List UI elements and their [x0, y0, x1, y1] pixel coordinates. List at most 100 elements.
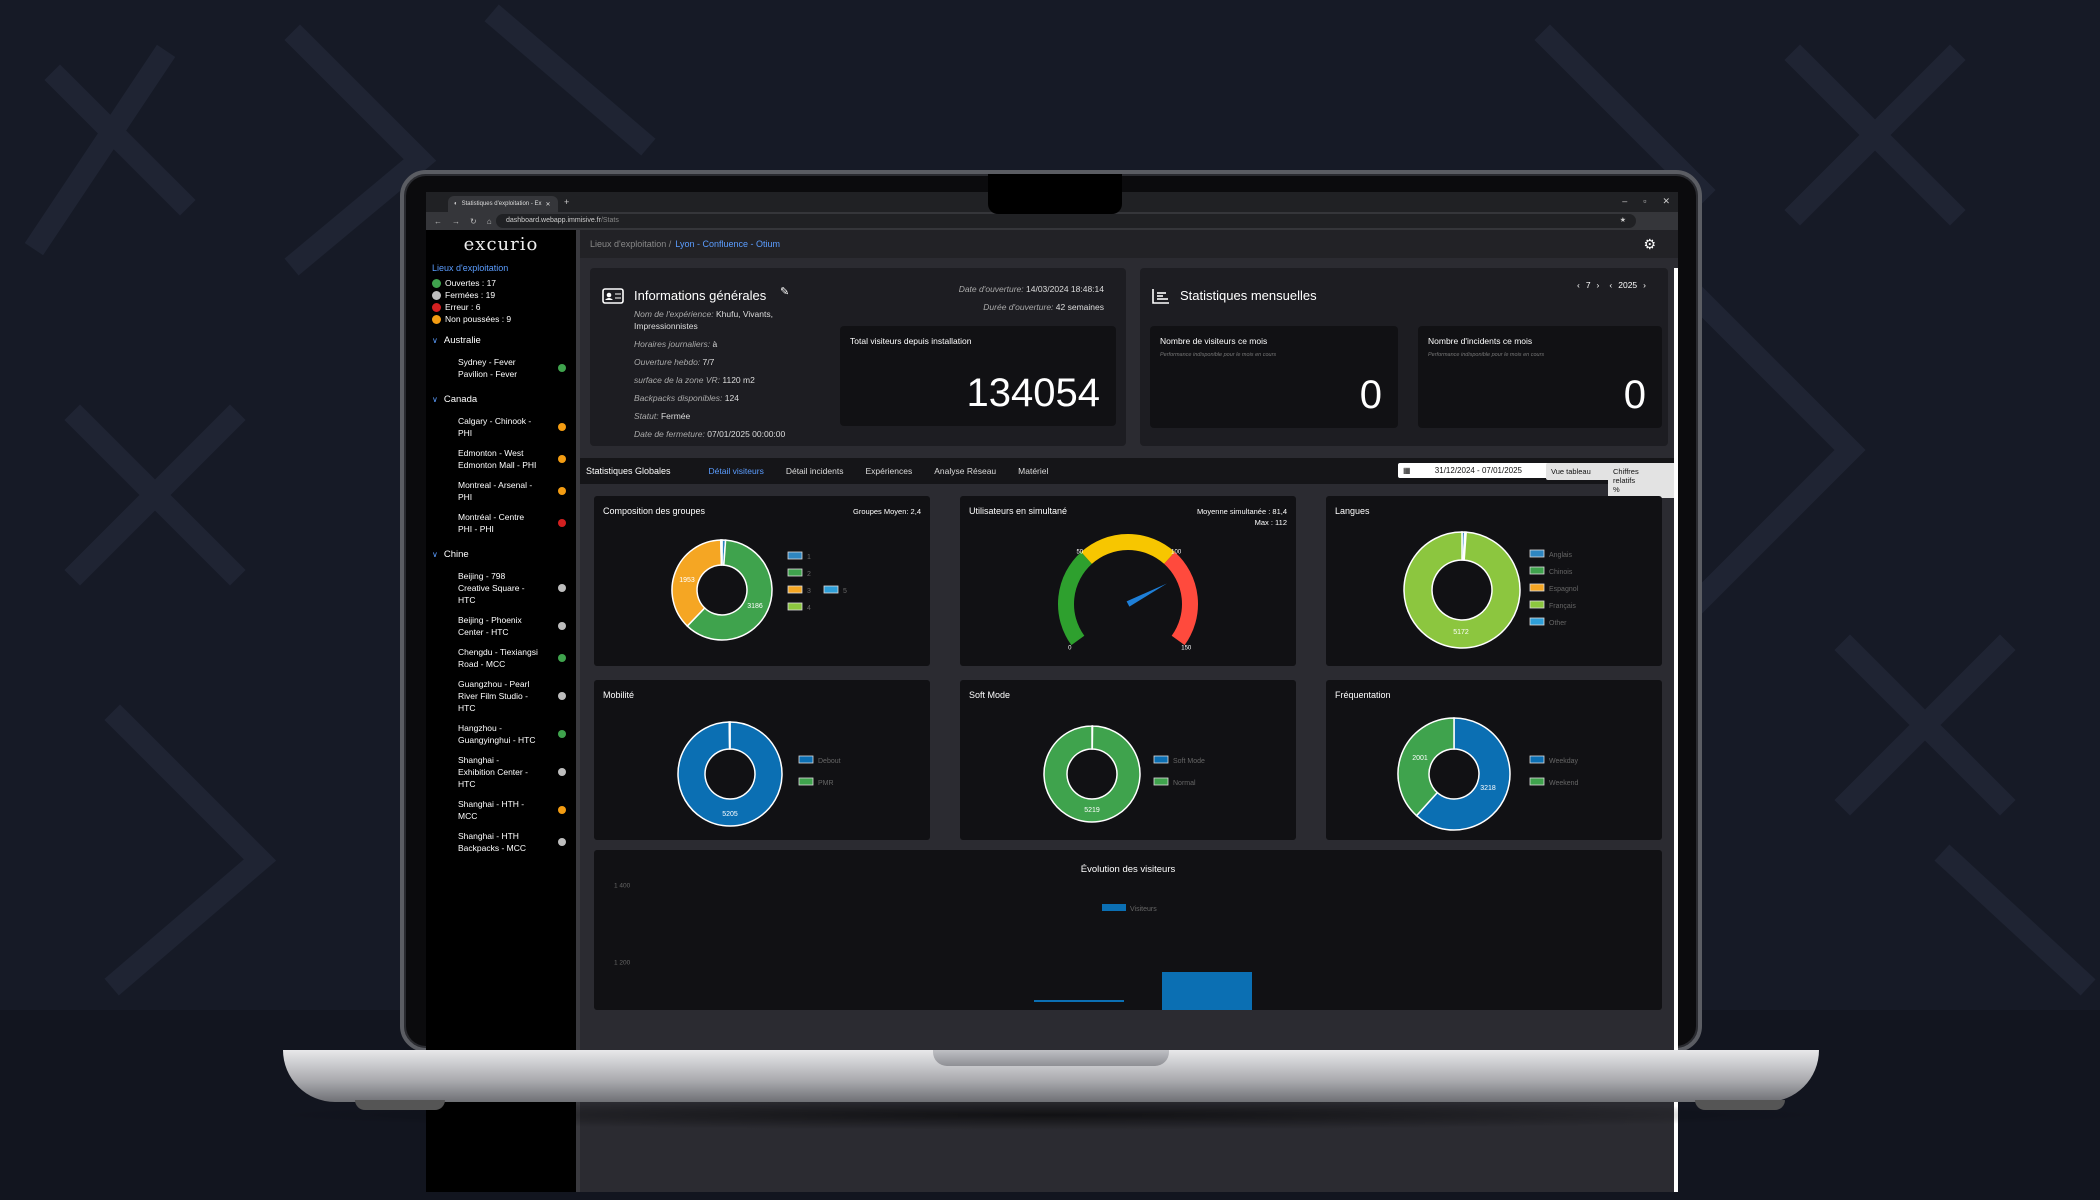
legend-swatch[interactable] [787, 551, 803, 560]
site-item[interactable]: Guangzhou - Pearl River Film Studio - HT… [426, 674, 576, 718]
legend-label[interactable]: Weekday [1549, 758, 1579, 765]
new-tab-icon[interactable]: + [564, 197, 570, 207]
site-item[interactable]: Beijing - Phoenix Center - HTC [426, 610, 576, 642]
month-prev-icon[interactable]: ‹ [1576, 280, 1580, 290]
legend-swatch[interactable] [1529, 566, 1545, 575]
slice-4[interactable] [720, 539, 723, 566]
slice-Weekday[interactable] [1415, 717, 1511, 831]
site-item[interactable]: Calgary - Chinook - PHI [426, 411, 576, 443]
chevron-down-icon: ∨ [432, 336, 438, 345]
legend-swatch[interactable] [1529, 583, 1545, 592]
settings-gear-icon[interactable]: ⚙ [1643, 236, 1656, 252]
legend-swatch[interactable] [1529, 617, 1545, 626]
site-item[interactable]: Beijing - 798 Creative Square - HTC [426, 566, 576, 610]
country-group[interactable]: ∨ Canada [432, 394, 576, 405]
legend-swatch[interactable] [1529, 777, 1545, 786]
site-status-dot-icon [558, 806, 566, 814]
tab-mat-riel[interactable]: Matériel [1018, 466, 1049, 476]
tab-d-tail-incidents[interactable]: Détail incidents [785, 466, 844, 476]
legend-label[interactable]: 2 [807, 571, 811, 578]
year-next-icon[interactable]: › [1643, 280, 1646, 290]
bar-visiteurs[interactable] [1034, 1000, 1124, 1002]
legend-swatch[interactable] [1529, 755, 1545, 764]
legend-label[interactable]: 4 [807, 605, 811, 612]
legend-label[interactable]: PMR [818, 780, 834, 787]
browser-tab[interactable]: ◐ Statistiques d'exploitation - Ex ✕ [448, 196, 558, 212]
main-scrollbar[interactable] [1674, 268, 1678, 1192]
legend-label[interactable]: Weekend [1549, 780, 1579, 787]
country-group[interactable]: ∨ Chine [432, 549, 576, 560]
tab-d-tail-visiteurs[interactable]: Détail visiteurs [708, 466, 764, 476]
site-item[interactable]: Shanghai - HTH - MCC [426, 794, 576, 826]
back-icon[interactable]: ← [434, 216, 442, 226]
legend-label[interactable]: Visiteurs [1130, 906, 1157, 913]
slice-2[interactable] [686, 539, 773, 641]
legend-swatch[interactable] [1153, 777, 1169, 786]
legend-swatch[interactable] [1529, 600, 1545, 609]
legend-label[interactable]: 1 [807, 554, 811, 561]
address-bar[interactable]: dashboard.webapp.immisive.fr/Stats ★ [496, 214, 1636, 228]
site-item[interactable]: Montreal - Arsenal - PHI [426, 475, 576, 507]
relative-figures-button[interactable]: Chiffres relatifs % [1608, 463, 1678, 498]
year-prev-icon[interactable]: ‹ [1609, 280, 1613, 290]
site-item[interactable]: Shanghai - HTH Backpacks - MCC [426, 826, 576, 858]
legend-swatch[interactable] [787, 602, 803, 611]
info-field-label: surface de la zone VR: [634, 375, 720, 385]
tab-analyse-r-seau[interactable]: Analyse Réseau [934, 466, 997, 476]
tab-close-icon[interactable]: ✕ [545, 201, 551, 208]
home-icon[interactable]: ⌂ [486, 216, 492, 226]
site-item[interactable]: Edmonton - West Edmonton Mall - PHI [426, 443, 576, 475]
month-next-icon[interactable]: › [1596, 280, 1600, 290]
bar-visiteurs[interactable] [1162, 972, 1252, 1010]
legend-label[interactable]: 5 [843, 588, 847, 595]
legend-swatch[interactable] [1529, 549, 1545, 558]
slice-Normal[interactable] [1043, 725, 1141, 823]
status-legend-item: Non poussées : 9 [432, 313, 576, 325]
minimize-icon[interactable]: – [1622, 196, 1628, 206]
close-window-icon[interactable]: ✕ [1662, 196, 1670, 206]
legend-swatch[interactable] [787, 568, 803, 577]
site-item[interactable]: Shanghai - Exhibition Center - HTC [426, 750, 576, 794]
legend-swatch[interactable] [823, 585, 839, 594]
edit-icon[interactable]: ✎ [780, 286, 790, 298]
camera-notch [988, 174, 1122, 214]
country-group[interactable]: ∨ Australie [432, 335, 576, 346]
sidebar-section-title[interactable]: Lieux d'exploitation [432, 263, 509, 273]
reload-icon[interactable]: ↻ [470, 216, 477, 226]
legend-label[interactable]: Espagnol [1549, 586, 1579, 593]
sidebar-scrollbar[interactable] [576, 230, 580, 1192]
site-item[interactable]: Montréal - Centre PHI - PHI [426, 507, 576, 539]
screen: ◐ Statistiques d'exploitation - Ex ✕ + –… [426, 192, 1678, 1192]
legend-label[interactable]: Soft Mode [1173, 758, 1205, 765]
legend-label[interactable]: Debout [818, 758, 841, 765]
breadcrumb-root[interactable]: Lieux d'exploitation / [590, 239, 672, 249]
panel-groups-note: Groupes Moyen: 2,4 [853, 507, 921, 516]
legend-label[interactable]: Normal [1173, 780, 1196, 787]
site-item[interactable]: Sydney - Fever Pavilion - Fever [426, 352, 576, 384]
legend-swatch[interactable] [798, 777, 814, 786]
legend-label[interactable]: Français [1549, 603, 1576, 610]
legend-swatch[interactable] [798, 755, 814, 764]
legend-swatch[interactable] [787, 585, 803, 594]
site-item[interactable]: Hangzhou - Guangyinghui - HTC [426, 718, 576, 750]
slice-PMR[interactable] [728, 721, 731, 750]
forward-icon[interactable]: → [452, 216, 460, 226]
legend-label[interactable]: 3 [807, 588, 811, 595]
maximize-icon[interactable]: ▫ [1643, 196, 1647, 206]
slice-3[interactable] [671, 539, 723, 628]
site-status-dot-icon [558, 519, 566, 527]
opening-info: Date d'ouverture: 14/03/2024 18:48:14 Du… [959, 280, 1104, 316]
gauge-tick-label: 150 [1181, 645, 1192, 651]
legend-swatch[interactable] [1102, 904, 1126, 911]
site-item[interactable]: Chengdu - Tiexiangsi Road - MCC [426, 642, 576, 674]
legend-label[interactable]: Other [1549, 620, 1567, 627]
legend-label[interactable]: Chinois [1549, 569, 1573, 576]
bookmark-star-icon[interactable]: ★ [1619, 217, 1626, 224]
tab-exp-riences[interactable]: Expériences [865, 466, 913, 476]
app-logo[interactable]: excurio [463, 234, 539, 255]
legend-label[interactable]: Anglais [1549, 552, 1572, 559]
slice-Français[interactable] [1403, 531, 1521, 649]
legend-swatch[interactable] [1153, 755, 1169, 764]
slice-Weekend[interactable] [1397, 717, 1455, 817]
slice-Debout[interactable] [677, 721, 783, 827]
